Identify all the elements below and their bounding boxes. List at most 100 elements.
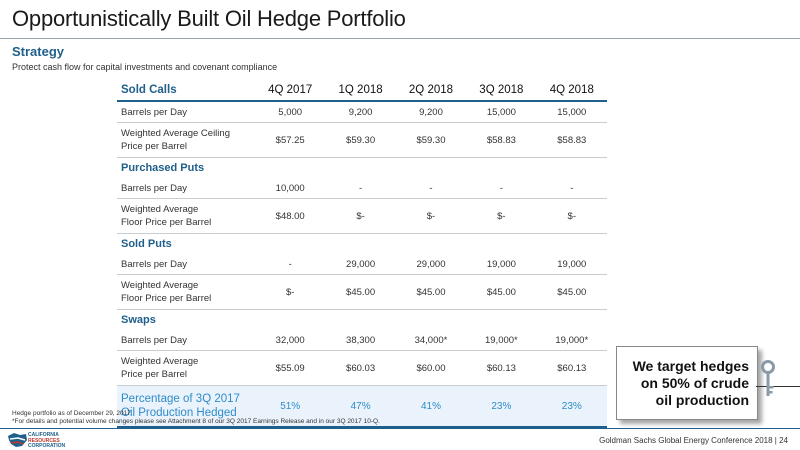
table-cell: $59.30 [395, 122, 467, 158]
table-cell: $59.30 [325, 122, 396, 158]
table-row: Weighted Average Price per Barrel $55.09 … [117, 350, 607, 386]
table-cell: 47% [325, 385, 396, 428]
table-cell: - [395, 178, 467, 199]
table-cell: $58.83 [536, 122, 607, 158]
footer: Goldman Sachs Global Energy Conference 2… [599, 436, 788, 445]
footnotes: Hedge portfolio as of December 29, 2017 … [12, 410, 380, 426]
section-row: Purchased Puts [117, 158, 607, 179]
table-cell: $55.09 [255, 350, 326, 386]
key-icon [761, 360, 775, 396]
row-label: Barrels per Day [117, 254, 255, 275]
table-cell: $58.83 [466, 122, 537, 158]
table-cell: $60.03 [325, 350, 396, 386]
table-cell: $60.00 [395, 350, 467, 386]
table-cell: $60.13 [466, 350, 537, 386]
table-cell: 15,000 [536, 101, 607, 123]
table-cell: 32,000 [255, 330, 326, 351]
row-label-line: Price per Barrel [121, 369, 187, 380]
table-cell: 19,000 [536, 254, 607, 275]
logo-line: CALIFORNIA [28, 432, 59, 438]
table-cell: $45.00 [536, 274, 607, 310]
table-cell: 23% [536, 385, 607, 428]
logo-wordmark: CALIFORNIA RESOURCES CORPORATION [28, 432, 66, 450]
callout-line: oil production [655, 391, 749, 408]
table-cell: $45.00 [325, 274, 396, 310]
row-label-line: Weighted Average [121, 356, 199, 367]
quarter-header: 1Q 2018 [325, 79, 396, 102]
table-row: Weighted Average Floor Price per Barrel $… [117, 274, 607, 310]
table-cell: - [536, 178, 607, 199]
row-label-line: Percentage of 3Q 2017 [121, 393, 240, 405]
table-row: Weighted Average Floor Price per Barrel $… [117, 198, 607, 234]
row-label-line: Weighted Average [121, 204, 199, 215]
table-cell: 51% [255, 385, 326, 428]
logo-line: RESOURCES [28, 437, 60, 444]
hedge-target-callout: We target hedges on 50% of crude oil pro… [616, 346, 758, 420]
callout-line: on 50% of crude [640, 374, 749, 391]
table-cell: $- [255, 274, 326, 310]
row-label-line: Oil Production Hedged [121, 407, 237, 419]
row-label-line: Price per Barrel [121, 141, 187, 152]
table-cell: 5,000 [255, 101, 326, 123]
hedge-table: Sold Calls 4Q 2017 1Q 2018 2Q 2018 3Q 20… [117, 79, 607, 428]
table-cell: - [466, 178, 537, 199]
footer-separator: | [774, 436, 777, 445]
row-label: Weighted Average Floor Price per Barrel [117, 274, 255, 310]
sold-calls-heading: Sold Calls [117, 79, 255, 102]
sold-puts-heading: Sold Puts [121, 238, 172, 250]
row-label-line: Floor Price per Barrel [121, 217, 212, 228]
quarter-header: 2Q 2018 [395, 79, 467, 102]
table-cell: $- [536, 198, 607, 234]
swaps-heading: Swaps [121, 314, 156, 326]
title-divider [0, 38, 800, 39]
table-cell: $- [466, 198, 537, 234]
footer-event: Goldman Sachs Global Energy Conference 2… [599, 436, 773, 445]
table-cell: 9,200 [325, 101, 396, 123]
table-cell: - [255, 254, 326, 275]
table-cell: 9,200 [395, 101, 467, 123]
callout-line: We target hedges [632, 357, 749, 374]
table-cell: $45.00 [395, 274, 467, 310]
purchased-puts-heading: Purchased Puts [121, 162, 205, 174]
callout-text: We target hedges on 50% of crude oil pro… [633, 358, 757, 409]
page-title: Opportunistically Built Oil Hedge Portfo… [12, 6, 406, 31]
row-label: Weighted Average Floor Price per Barrel [117, 198, 255, 234]
page-number: 24 [779, 436, 788, 445]
quarter-header: 4Q 2017 [255, 79, 326, 102]
table-row: Barrels per Day 32,000 38,300 34,000* 19… [117, 330, 607, 351]
table-cell: $45.00 [466, 274, 537, 310]
footer-divider [0, 428, 800, 429]
table-cell: $- [395, 198, 467, 234]
quarter-header: 3Q 2018 [466, 79, 537, 102]
company-logo [8, 433, 27, 447]
table-cell: 10,000 [255, 178, 326, 199]
table-cell: 19,000* [536, 330, 607, 351]
quarter-header: 4Q 2018 [536, 79, 607, 102]
row-label: Barrels per Day [117, 178, 255, 199]
footnote: Hedge portfolio as of December 29, 2017 [12, 410, 131, 417]
section-row: Swaps [117, 310, 607, 331]
percentage-hedged-row: Percentage of 3Q 2017 Oil Production Hedg… [117, 385, 607, 428]
table-cell: 38,300 [325, 330, 396, 351]
table-cell: 19,000* [466, 330, 537, 351]
table-cell: 29,000 [325, 254, 396, 275]
strategy-heading: Strategy [12, 44, 65, 59]
footnote: *For details and potential volume change… [12, 418, 380, 425]
table-cell: 41% [395, 385, 467, 428]
row-label: Barrels per Day [117, 101, 255, 123]
row-label: Percentage of 3Q 2017 Oil Production Hedg… [117, 385, 255, 428]
row-label: Weighted Average Ceiling Price per Barrel [117, 122, 255, 158]
table-cell: 23% [466, 385, 537, 428]
table-row: Barrels per Day 10,000 - - - - [117, 178, 607, 199]
section-row: Sold Puts [117, 234, 607, 255]
row-label-line: Weighted Average [121, 280, 199, 291]
strategy-description: Protect cash flow for capital investment… [12, 62, 278, 72]
table-header-row: Sold Calls 4Q 2017 1Q 2018 2Q 2018 3Q 20… [117, 79, 607, 102]
table-cell: $60.13 [536, 350, 607, 386]
table-cell: - [325, 178, 396, 199]
logo-line: CORPORATION [28, 443, 66, 449]
table-row: Barrels per Day 5,000 9,200 9,200 15,000… [117, 101, 607, 123]
row-label: Barrels per Day [117, 330, 255, 351]
table-row: Weighted Average Ceiling Price per Barrel… [117, 122, 607, 158]
row-label: Weighted Average Price per Barrel [117, 350, 255, 386]
